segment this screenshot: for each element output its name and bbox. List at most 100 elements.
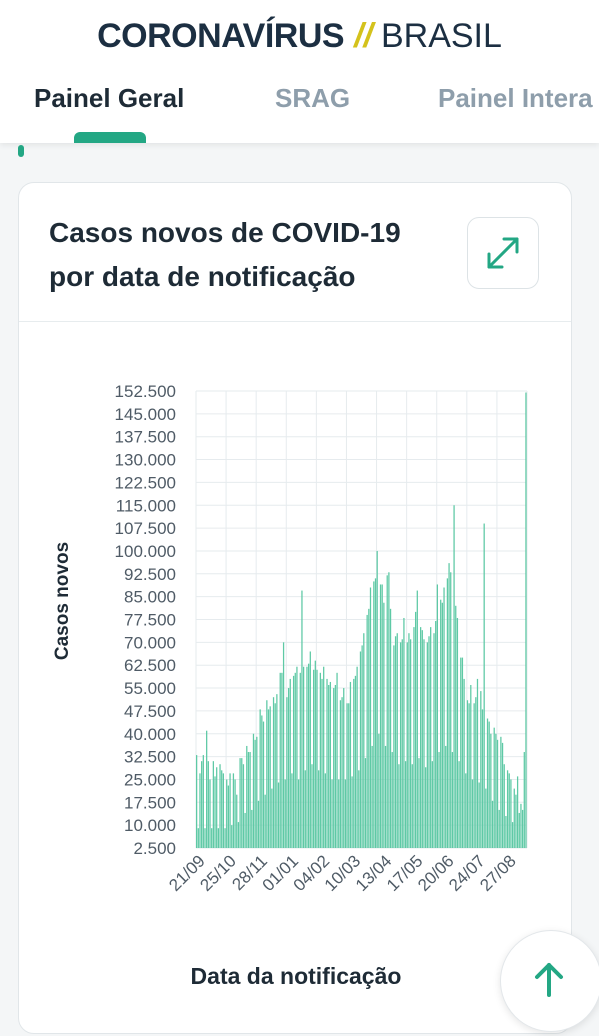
bar xyxy=(456,617,459,848)
bar xyxy=(216,767,218,848)
scroll-top-button[interactable] xyxy=(500,930,599,1032)
bar xyxy=(231,825,233,848)
bar xyxy=(249,752,251,848)
bar xyxy=(366,614,368,848)
bar xyxy=(515,794,517,848)
bar xyxy=(396,633,398,848)
bar xyxy=(388,572,390,848)
y-tick-label: 17.500 xyxy=(124,793,176,812)
y-tick-label: 100.000 xyxy=(115,542,176,561)
bar xyxy=(284,779,286,848)
y-tick-label: 62.500 xyxy=(124,656,176,675)
y-tick-label: 152.500 xyxy=(115,382,176,401)
bar xyxy=(306,666,308,848)
bar xyxy=(302,666,305,848)
bar xyxy=(443,587,445,848)
y-axis-title: Casos novos xyxy=(52,542,73,660)
bar xyxy=(376,550,378,848)
bar xyxy=(371,745,373,848)
bar xyxy=(321,678,323,848)
bar xyxy=(470,685,472,848)
bar xyxy=(354,675,357,848)
bar xyxy=(247,752,250,848)
bar xyxy=(363,633,365,848)
brand-logo[interactable]: CORONAVÍRUS//BRASIL xyxy=(0,14,599,58)
bar xyxy=(358,770,360,848)
bar xyxy=(311,764,313,848)
bar xyxy=(389,608,392,848)
bar xyxy=(242,764,245,848)
bar xyxy=(451,752,454,848)
bar xyxy=(333,688,335,848)
bar xyxy=(252,733,255,848)
bar xyxy=(212,761,214,848)
expand-button[interactable] xyxy=(467,217,539,289)
bar xyxy=(254,739,256,848)
tab-painel-interativo[interactable]: Painel Intera xyxy=(438,83,593,113)
bar xyxy=(234,779,236,848)
bar xyxy=(495,733,497,848)
bar xyxy=(267,709,270,848)
y-tick-label: 2.500 xyxy=(133,839,176,858)
tab-srag[interactable]: SRAG xyxy=(275,83,351,113)
bar xyxy=(513,788,515,848)
bar xyxy=(409,639,412,848)
bar xyxy=(281,672,283,848)
bar xyxy=(421,630,423,848)
bar xyxy=(414,611,417,848)
bar xyxy=(478,782,480,848)
bar xyxy=(394,636,397,848)
bar xyxy=(446,578,449,848)
bar xyxy=(404,761,407,848)
bar xyxy=(297,779,300,848)
tab-painel-geral[interactable]: Painel Geral xyxy=(34,83,185,113)
y-tick-label: 145.000 xyxy=(115,405,176,424)
y-tick-label: 77.500 xyxy=(124,611,176,630)
bar xyxy=(339,700,342,848)
bar xyxy=(359,651,362,848)
bar xyxy=(269,706,271,848)
bar xyxy=(458,761,460,848)
bar xyxy=(448,563,450,848)
bar xyxy=(436,584,438,848)
bar xyxy=(217,828,219,848)
cases-bar-chart: 2.500 10.000 17.500 25.000 32.500 40.000 47.50… xyxy=(52,382,528,989)
bar xyxy=(374,578,377,848)
y-tick-label: 130.000 xyxy=(115,451,176,470)
bar xyxy=(391,752,393,848)
bar xyxy=(259,709,261,848)
bar xyxy=(490,733,492,848)
y-tick-label: 40.000 xyxy=(124,725,176,744)
bar xyxy=(486,718,489,848)
bar xyxy=(286,697,288,848)
bar xyxy=(463,678,465,848)
bar xyxy=(299,672,301,848)
bar xyxy=(480,691,482,848)
bar xyxy=(323,666,325,848)
bar xyxy=(318,770,320,848)
bar xyxy=(276,694,278,848)
bar xyxy=(523,752,525,848)
bar xyxy=(511,822,514,848)
y-tick-label: 92.500 xyxy=(124,565,176,584)
bar xyxy=(488,721,490,848)
bar xyxy=(413,627,415,848)
bar xyxy=(227,785,230,848)
scroll-indicator xyxy=(18,145,24,157)
bar xyxy=(520,803,522,848)
bar xyxy=(453,505,455,848)
bar xyxy=(508,773,510,848)
bar xyxy=(341,697,343,848)
bar xyxy=(461,657,464,848)
bar xyxy=(294,672,296,848)
bar xyxy=(399,642,402,848)
bar xyxy=(229,773,231,848)
bar xyxy=(435,621,437,848)
bar xyxy=(241,758,243,848)
bar xyxy=(214,776,216,848)
x-axis-title: Data da notificação xyxy=(191,963,402,989)
x-tick-label: 27/08 xyxy=(476,851,520,895)
bar xyxy=(287,688,290,848)
expand-arrows-icon xyxy=(487,237,519,269)
bar xyxy=(239,758,241,848)
